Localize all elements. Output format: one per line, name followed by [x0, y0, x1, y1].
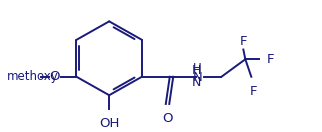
Text: O: O: [49, 70, 60, 83]
Text: O: O: [162, 112, 173, 125]
Text: N: N: [193, 71, 203, 84]
Text: OH: OH: [99, 117, 119, 130]
Text: F: F: [240, 35, 247, 48]
Text: F: F: [267, 53, 275, 66]
Text: F: F: [250, 84, 257, 98]
Text: H
N: H N: [192, 64, 201, 89]
Text: methoxy: methoxy: [7, 70, 59, 83]
Text: H: H: [193, 62, 202, 74]
